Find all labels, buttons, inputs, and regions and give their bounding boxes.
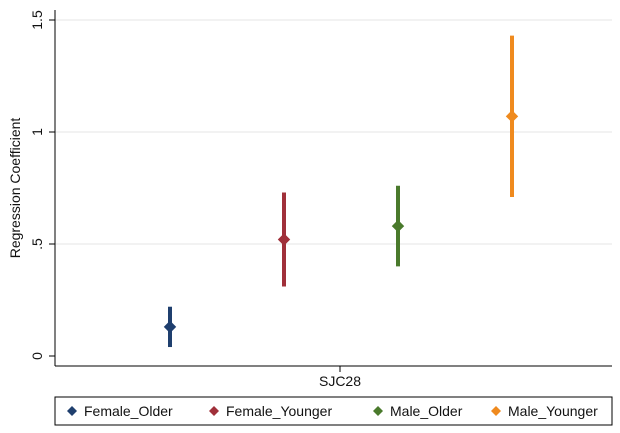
- y-tick-label: 1: [29, 128, 45, 136]
- point-estimate-marker: [163, 320, 177, 334]
- legend-marker: [491, 406, 501, 416]
- legend-label: Male_Younger: [508, 403, 598, 419]
- data-series: [163, 35, 519, 348]
- axes: 0 .5 1 1.5: [29, 10, 612, 372]
- point-estimate-marker: [505, 110, 519, 123]
- y-tick-label: 0: [29, 352, 45, 360]
- legend-box: [54, 396, 613, 426]
- legend-label: Male_Older: [390, 403, 463, 419]
- gridlines: [55, 19, 612, 245]
- legend-label: Female_Younger: [226, 403, 332, 419]
- y-tick-label: 1.5: [29, 10, 45, 30]
- point-estimate-marker: [277, 233, 291, 246]
- legend-marker: [373, 406, 383, 416]
- legend-marker: [67, 406, 77, 416]
- legend: Female_Older Female_Younger Male_Older Male…: [54, 396, 613, 426]
- y-axis-label: Regression Coefficient: [7, 118, 23, 259]
- legend-label: Female_Older: [84, 403, 173, 419]
- point-estimate-marker: [391, 219, 405, 233]
- legend-marker: [209, 406, 219, 416]
- y-tick-label: .5: [29, 238, 45, 250]
- x-axis-label: SJC28: [319, 373, 361, 389]
